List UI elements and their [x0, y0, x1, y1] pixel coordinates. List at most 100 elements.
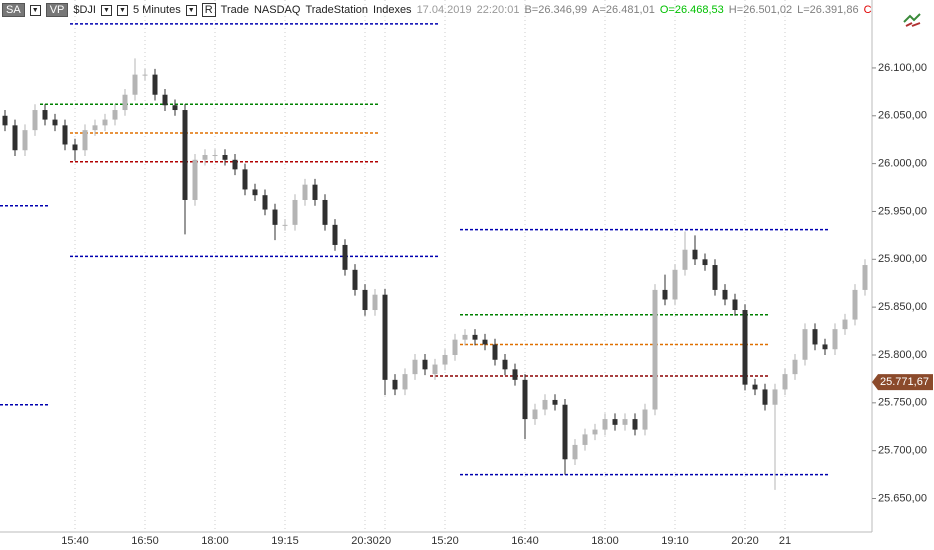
- range[interactable]: R: [201, 3, 216, 17]
- label: Indexes: [373, 4, 412, 16]
- candle-body: [752, 384, 758, 390]
- candle-body: [442, 354, 448, 365]
- x-tick-label: 21: [779, 535, 791, 547]
- candle-body: [592, 429, 598, 435]
- candle-body: [212, 155, 218, 157]
- candle-body: [842, 319, 848, 330]
- candle-body: [292, 199, 298, 225]
- candle-body: [242, 169, 248, 190]
- x-tick-label: 19:10: [661, 535, 689, 547]
- candle-body: [452, 339, 458, 355]
- date: 17.04.2019: [416, 4, 472, 16]
- candle-body: [492, 344, 498, 360]
- candle-body: [182, 110, 188, 200]
- x-tick-label: 16:50: [131, 535, 159, 547]
- candle-body: [772, 389, 778, 405]
- candle-body: [252, 189, 258, 196]
- candle-body: [782, 374, 788, 390]
- time: 22:20:01: [476, 4, 520, 16]
- candle-body: [232, 159, 238, 170]
- quotes: B=26.346,99 A=26.481,01 O=26.468,53 H=26.50…: [524, 4, 871, 16]
- y-tick-label: 26.050,00: [878, 110, 927, 122]
- candle-body: [22, 130, 28, 151]
- candle-body: [302, 184, 308, 200]
- candle-body: [352, 269, 358, 290]
- dropdown[interactable]: ▼: [101, 4, 112, 16]
- x-tick-label: 15:20: [431, 535, 459, 547]
- candle-body: [12, 125, 18, 151]
- x-tick-label: 18:00: [591, 535, 619, 547]
- candle-body: [362, 289, 368, 311]
- candle-body: [42, 110, 48, 120]
- candle-body: [82, 130, 88, 151]
- y-tick-label: 26.100,00: [878, 62, 927, 74]
- candle-body: [262, 195, 268, 210]
- y-tick-label: 25.900,00: [878, 253, 927, 265]
- candle-body: [402, 374, 408, 390]
- candle-body: [142, 74, 148, 76]
- candle-body: [472, 334, 478, 340]
- candle-body: [642, 409, 648, 430]
- dropdown[interactable]: ▼: [117, 4, 128, 16]
- candle-body: [382, 294, 388, 380]
- candle-body: [572, 444, 578, 460]
- button[interactable]: VP: [45, 3, 69, 17]
- candle-body: [312, 184, 318, 200]
- candle-body: [32, 110, 38, 131]
- button[interactable]: SA: [2, 3, 25, 17]
- candle-body: [792, 359, 798, 375]
- settings-icon[interactable]: [902, 12, 924, 28]
- candle-body: [742, 310, 748, 385]
- candle-body: [562, 404, 568, 460]
- x-tick-label: 16:40: [511, 535, 539, 547]
- candle-body: [532, 409, 538, 420]
- x-tick-label: 15:40: [61, 535, 89, 547]
- candle-body: [282, 224, 288, 226]
- candle-body: [52, 119, 58, 126]
- candle-body: [102, 119, 108, 126]
- icon: [903, 13, 921, 27]
- interval[interactable]: 5 Minutes: [133, 4, 181, 16]
- y-tick-label: 26.000,00: [878, 158, 927, 170]
- candle-body: [2, 115, 8, 126]
- label: Trade: [220, 4, 249, 16]
- y-tick-label: 25.800,00: [878, 349, 927, 361]
- candle-body: [332, 224, 338, 245]
- label: NASDAQ: [253, 4, 301, 16]
- quote: O=26.468,53: [659, 4, 724, 16]
- candle-body: [322, 199, 328, 225]
- candle-body: [662, 289, 668, 300]
- candle-body: [482, 339, 488, 345]
- candle-body: [112, 110, 118, 120]
- candle-body: [172, 105, 178, 111]
- y-tick-label: 25.700,00: [878, 445, 927, 457]
- candle-body: [422, 359, 428, 370]
- dropdown[interactable]: ▼: [185, 4, 197, 16]
- candle-body: [202, 155, 208, 160]
- candle-body: [272, 209, 278, 225]
- dropdown[interactable]: ▼: [29, 4, 41, 16]
- y-tick-label: 25.850,00: [878, 301, 927, 313]
- candle-body: [762, 389, 768, 405]
- price-tag: [872, 374, 933, 391]
- candle-body: [852, 289, 858, 320]
- candle-body: [152, 74, 158, 95]
- symbol[interactable]: $DJI: [73, 4, 96, 16]
- x-tick-label: 20: [379, 535, 391, 547]
- candle-body: [462, 334, 468, 340]
- candle-body: [692, 249, 698, 260]
- candle-body: [822, 344, 828, 350]
- candle-body: [372, 294, 378, 311]
- candle-body: [392, 379, 398, 390]
- price-tag-label: 25.771,67: [880, 376, 929, 388]
- candle-body: [222, 155, 228, 160]
- x-tick-label: 20:20: [731, 535, 759, 547]
- candle-body: [802, 329, 808, 360]
- quote: H=26.501,02: [728, 4, 793, 16]
- quote: A=26.481,01: [592, 4, 655, 16]
- candle-body: [522, 379, 528, 420]
- quote: L=26.391,86: [797, 4, 859, 16]
- candle-body: [862, 265, 868, 290]
